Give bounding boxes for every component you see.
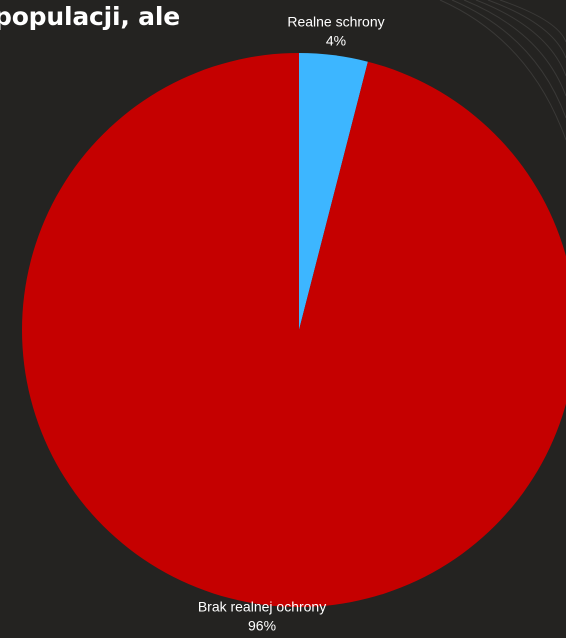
pie-slice-label-0: Realne schrony 4% xyxy=(287,13,384,48)
slice-value: 96% xyxy=(248,618,276,634)
slice-name: Realne schrony xyxy=(287,13,384,29)
slide-headline: populacji, ale xyxy=(0,2,180,31)
pie-slice-label-1: Brak realnej ochrony 96% xyxy=(198,599,326,634)
slice-value: 4% xyxy=(326,32,346,48)
slice-name: Brak realnej ochrony xyxy=(198,599,326,615)
pie-slice-1 xyxy=(22,53,566,607)
pie-slice-0 xyxy=(299,53,368,330)
